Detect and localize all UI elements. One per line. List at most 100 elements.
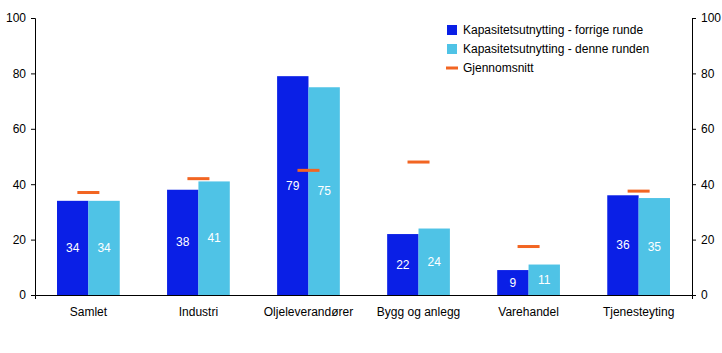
bar: [639, 198, 670, 295]
legend-swatch: [446, 67, 458, 70]
legend-label: Kapasitetsutnytting - forrige runde: [463, 23, 643, 37]
tick-label: 60: [13, 122, 27, 136]
tick-label: 20: [701, 233, 715, 247]
data-labels: 34 38 79 22 9 36 34 41 75 24 11 35: [66, 179, 661, 290]
tick: 20: [13, 233, 35, 247]
tick-label: Oljeleverandører: [264, 305, 353, 319]
tick-mark: [31, 240, 35, 241]
tick-label: 0: [19, 288, 26, 302]
axis-line: [31, 19, 36, 296]
data-label: 36: [616, 238, 630, 252]
tick: Oljeleverandører: [264, 305, 353, 319]
tick-mark: [692, 184, 696, 185]
marks: [57, 76, 670, 295]
plot: 34 38 79 22 9 36 34 41 75 24 11 35 0 20 40 60 80 100 0 20 40…: [6, 11, 721, 318]
bar: [198, 181, 229, 295]
bar: [419, 229, 450, 295]
bar-series: [88, 87, 670, 295]
tick-label: 80: [701, 67, 715, 81]
data-label: 11: [538, 273, 551, 287]
legend: Kapasitetsutnytting - forrige runde Kapas…: [446, 23, 649, 75]
data-label: 75: [317, 184, 331, 198]
tick: Samlet: [70, 305, 108, 319]
tick: Tjenesteyting: [603, 305, 674, 319]
data-label: 24: [428, 255, 442, 269]
average-marker: [297, 169, 319, 172]
legend-item: Gjennomsnitt: [446, 61, 534, 75]
bar: [529, 265, 560, 295]
tick-label: 60: [701, 122, 715, 136]
legend-swatch: [447, 44, 457, 54]
tick-label: 40: [701, 178, 715, 192]
tick-mark: [692, 129, 696, 130]
tick-mark: [31, 295, 35, 296]
tick-label: Tjenesteyting: [603, 305, 674, 319]
marker-series: [77, 161, 649, 248]
bar: [497, 270, 528, 295]
legend-swatch: [447, 25, 457, 35]
y-axis: 0 20 40 60 80 100: [6, 11, 36, 302]
tick-mark: [31, 73, 35, 74]
tick-label: 100: [6, 11, 26, 25]
tick-mark: [31, 18, 35, 19]
data-label: 34: [66, 241, 80, 255]
tick-label: Varehandel: [498, 305, 559, 319]
bar: [308, 87, 339, 295]
data-label: 35: [648, 240, 662, 254]
data-label: 38: [176, 235, 190, 249]
average-marker: [628, 190, 650, 193]
bar: [57, 201, 88, 295]
tick-label: Industri: [179, 305, 218, 319]
data-label: 22: [396, 258, 410, 272]
tick-label: Samlet: [70, 305, 108, 319]
bar: [607, 195, 638, 295]
tick: 40: [692, 178, 715, 192]
data-label: 34: [97, 241, 111, 255]
data-label: 9: [510, 276, 517, 290]
tick-mark: [692, 18, 696, 19]
tick: Bygg og anlegg: [377, 305, 460, 319]
legend-label: Kapasitetsutnytting - denne runden: [463, 42, 649, 56]
axis-line: [693, 19, 697, 296]
x-axis: Samlet Industri Oljeleverandører Bygg og an…: [36, 296, 693, 319]
legend-item: Kapasitetsutnytting - forrige runde: [447, 23, 643, 37]
y2-axis: 0 20 40 60 80 100: [692, 11, 721, 302]
tick: 40: [13, 178, 35, 192]
bar: [387, 234, 418, 295]
bar: [167, 190, 198, 295]
bar: [277, 76, 308, 295]
legend-label: Gjennomsnitt: [463, 61, 534, 75]
tick-label: 40: [13, 178, 27, 192]
axis-line: [36, 296, 693, 300]
tick: Industri: [179, 305, 218, 319]
data-label: 41: [207, 231, 221, 245]
tick: 80: [692, 67, 715, 81]
tick: 100: [6, 11, 35, 25]
tick: Varehandel: [498, 305, 559, 319]
tick-label: Bygg og anlegg: [377, 305, 460, 319]
average-marker: [77, 191, 99, 194]
tick: 60: [692, 122, 715, 136]
tick: 80: [13, 67, 35, 81]
bar-series: [57, 76, 639, 295]
tick-label: 0: [701, 288, 708, 302]
chart: 34 38 79 22 9 36 34 41 75 24 11 35 0 20 40 60 80 100 0 20 40…: [0, 0, 722, 353]
average-marker: [518, 245, 540, 248]
legend-item: Kapasitetsutnytting - denne runden: [447, 42, 649, 56]
tick: 0: [692, 288, 708, 302]
bar: [88, 201, 119, 295]
tick: 0: [19, 288, 35, 302]
tick-mark: [31, 184, 35, 185]
tick-label: 80: [13, 67, 27, 81]
average-marker: [187, 177, 209, 180]
tick: 20: [692, 233, 715, 247]
tick-label: 100: [701, 11, 721, 25]
data-label: 79: [286, 179, 300, 193]
average-marker: [408, 161, 430, 164]
tick: 60: [13, 122, 35, 136]
tick-mark: [692, 73, 696, 74]
tick-label: 20: [13, 233, 27, 247]
tick: 100: [692, 11, 721, 25]
tick-mark: [692, 240, 696, 241]
tick-mark: [31, 129, 35, 130]
